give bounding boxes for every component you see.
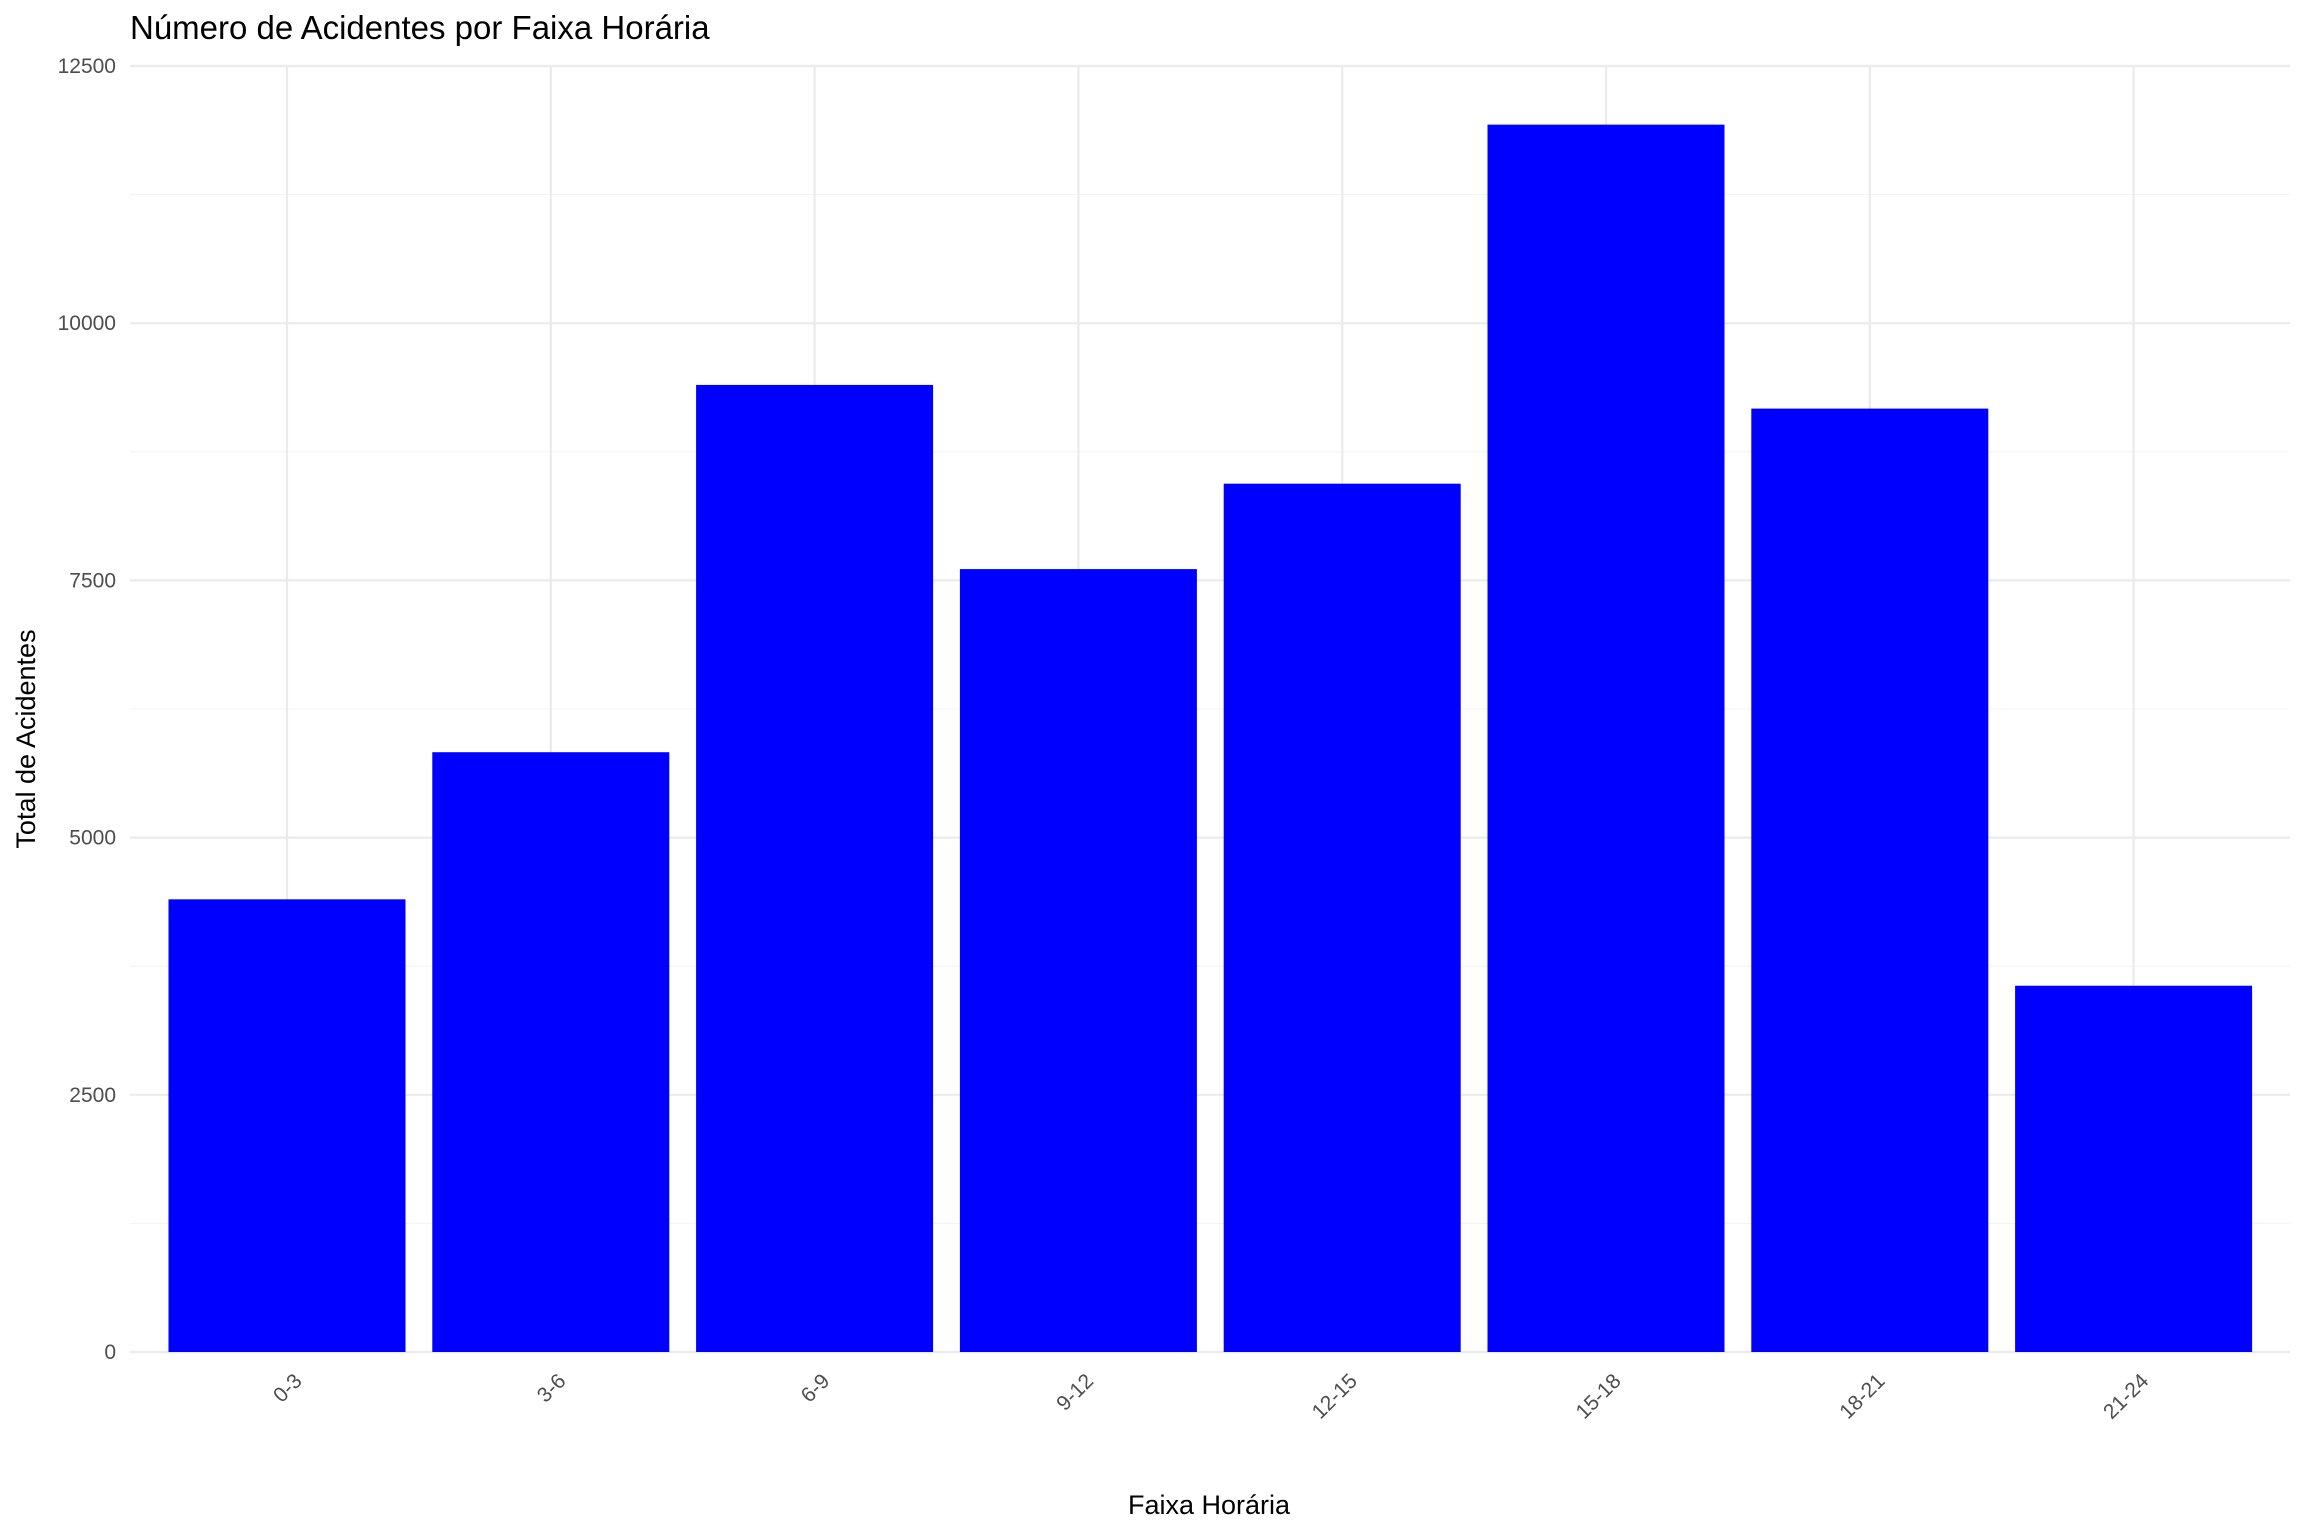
bar-3-6 (432, 752, 670, 1352)
x-tick-label: 15-18 (1571, 1369, 1625, 1423)
bar-15-18 (1487, 124, 1725, 1352)
y-tick-label: 7500 (69, 569, 116, 592)
x-tick-label: 9-12 (1052, 1369, 1098, 1415)
y-axis-ticks: 0 2500 5000 7500 10000 12500 (58, 55, 116, 1364)
x-tick-label: 3-6 (533, 1369, 571, 1407)
chart-title: Número de Acidentes por Faixa Horária (130, 9, 710, 46)
bar-12-15 (1223, 483, 1461, 1352)
y-tick-label: 12500 (58, 55, 116, 78)
y-tick-label: 2500 (69, 1084, 116, 1107)
x-tick-label: 12-15 (1308, 1369, 1362, 1423)
x-axis-ticks: 0-3 3-6 6-9 9-12 12-15 15-18 18-21 21-24 (269, 1369, 2154, 1423)
bar-21-24 (2015, 985, 2253, 1352)
y-tick-label: 0 (104, 1341, 116, 1364)
y-tick-label: 10000 (58, 312, 116, 335)
x-tick-label: 0-3 (269, 1369, 307, 1407)
x-axis-title: Faixa Horária (1128, 1490, 1291, 1520)
bar-18-21 (1751, 408, 1989, 1352)
bar-6-9 (696, 384, 934, 1353)
bar-9-12 (959, 569, 1197, 1352)
x-tick-label: 6-9 (797, 1369, 835, 1407)
x-tick-label: 18-21 (1835, 1369, 1889, 1423)
y-axis-title: Total de Acidentes (11, 629, 41, 848)
y-tick-label: 5000 (69, 827, 116, 850)
bar-0-3 (168, 899, 406, 1352)
x-tick-label: 21-24 (2099, 1369, 2153, 1423)
bars (168, 124, 2253, 1353)
